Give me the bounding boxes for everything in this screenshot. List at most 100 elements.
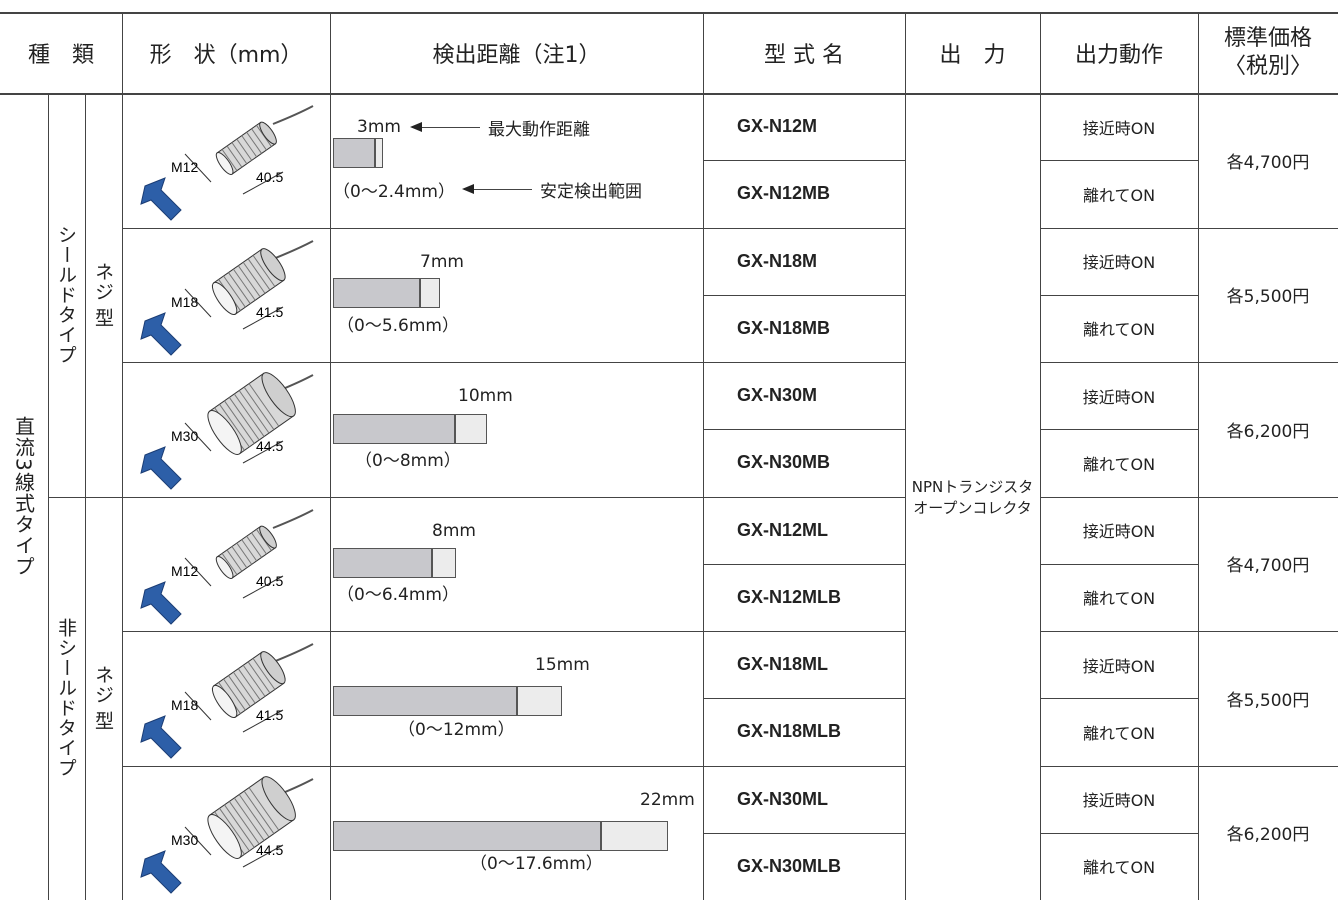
rule bbox=[122, 496, 905, 498]
mount-label: ネジ型 bbox=[85, 497, 122, 900]
model-name: GX-N18M bbox=[737, 250, 818, 271]
diameter-label: M18 bbox=[171, 697, 198, 713]
rule bbox=[1040, 294, 1198, 296]
stable-bar bbox=[333, 277, 420, 308]
stable-note: 安定検出範囲 bbox=[540, 181, 642, 202]
rule bbox=[1040, 832, 1198, 834]
operation: 接近時ON bbox=[1082, 387, 1156, 407]
rule bbox=[703, 160, 905, 162]
price: 各6,200円 bbox=[1226, 421, 1310, 442]
shield-label: 非シールドタイプ bbox=[55, 618, 77, 779]
rule bbox=[1040, 12, 1041, 93]
sensor-figure: M30 44.5 bbox=[140, 775, 314, 894]
diameter-label: M30 bbox=[171, 428, 198, 444]
header-output: 出 力 bbox=[939, 42, 1006, 68]
rule bbox=[1040, 631, 1338, 632]
rule bbox=[703, 698, 905, 700]
length-label: 44.5 bbox=[256, 842, 283, 858]
header-distance: 検出距離（注1） bbox=[432, 42, 601, 68]
rule bbox=[1198, 12, 1199, 93]
rule bbox=[0, 12, 1338, 14]
mount-text: 型 bbox=[92, 711, 114, 732]
max-bar bbox=[455, 414, 487, 444]
diameter-label: M12 bbox=[171, 159, 198, 175]
rule bbox=[1040, 362, 1338, 363]
length-label: 40.5 bbox=[256, 169, 283, 185]
output-line: NPNトランジスタ bbox=[911, 477, 1034, 496]
rule bbox=[703, 12, 704, 93]
stable-bar bbox=[333, 138, 375, 168]
stable-range: （0〜8mm） bbox=[355, 450, 461, 471]
header-price-line: 標準価格 bbox=[1223, 25, 1312, 51]
stable-bar bbox=[333, 820, 601, 851]
stable-range: （0〜12mm） bbox=[398, 719, 515, 740]
mount-text: ネジ bbox=[92, 665, 114, 706]
model-name: GX-N30M bbox=[737, 385, 818, 406]
rule bbox=[1040, 563, 1198, 565]
header-shape: 形 状（mm） bbox=[149, 42, 303, 68]
model-name: GX-N30MB bbox=[737, 452, 831, 473]
max-bar bbox=[420, 277, 440, 308]
model-name: GX-N30MLB bbox=[737, 855, 842, 876]
price: 各6,200円 bbox=[1226, 825, 1310, 846]
header-price: 標準価格 〈税別〉 bbox=[1198, 12, 1338, 93]
length-label: 40.5 bbox=[256, 573, 283, 589]
sensor-figure: M12 40.5 bbox=[140, 508, 314, 625]
stable-bar bbox=[333, 414, 455, 444]
operation: 接近時ON bbox=[1082, 522, 1156, 542]
max-distance: 10mm bbox=[458, 386, 513, 406]
rule bbox=[703, 429, 905, 431]
mount-text: 型 bbox=[92, 307, 114, 328]
output-line: オープンコレクタ bbox=[913, 498, 1032, 517]
header-type: 種 類 bbox=[27, 42, 94, 68]
operation: 離れてON bbox=[1082, 723, 1156, 743]
length-label: 41.5 bbox=[256, 707, 283, 723]
rule bbox=[412, 127, 480, 128]
rule bbox=[122, 631, 905, 632]
sensor-figure: M30 44.5 bbox=[140, 372, 314, 490]
rule bbox=[1040, 765, 1338, 767]
operation: 離れてON bbox=[1082, 858, 1156, 878]
model-name: GX-N12MLB bbox=[737, 586, 842, 607]
rule bbox=[330, 12, 331, 93]
max-distance: 3mm bbox=[357, 117, 401, 137]
model-name: GX-N18MB bbox=[737, 317, 831, 338]
max-distance: 8mm bbox=[432, 520, 476, 541]
max-bar bbox=[517, 686, 562, 716]
rule bbox=[1040, 698, 1198, 700]
stable-range: （0〜17.6mm） bbox=[470, 854, 603, 874]
max-bar bbox=[375, 138, 383, 168]
stable-range: （0〜5.6mm） bbox=[337, 316, 459, 336]
rule bbox=[1040, 429, 1198, 431]
diameter-label: M12 bbox=[171, 563, 198, 579]
max-bar bbox=[432, 547, 456, 578]
header-operation: 出力動作 bbox=[1074, 42, 1163, 68]
operation: 接近時ON bbox=[1082, 791, 1156, 811]
max-distance: 22mm bbox=[640, 789, 695, 810]
shield-label: シールドタイプ bbox=[55, 224, 77, 365]
rule bbox=[703, 563, 905, 565]
rule bbox=[464, 189, 532, 190]
operation: 接近時ON bbox=[1082, 118, 1156, 138]
model-name: GX-N12MB bbox=[737, 183, 831, 204]
diameter-label: M30 bbox=[171, 832, 198, 848]
operation: 離れてON bbox=[1082, 589, 1156, 609]
rule bbox=[905, 12, 906, 93]
rule bbox=[122, 227, 905, 229]
rule bbox=[703, 294, 905, 296]
stable-bar bbox=[333, 686, 517, 716]
rule bbox=[122, 765, 905, 767]
stable-range: （0〜6.4mm） bbox=[337, 585, 459, 605]
model-name: GX-N18MLB bbox=[737, 721, 842, 742]
length-label: 44.5 bbox=[256, 438, 283, 454]
rule bbox=[703, 832, 905, 834]
arrow-head bbox=[410, 122, 422, 132]
max-distance: 7mm bbox=[420, 251, 464, 272]
operation: 離れてON bbox=[1082, 320, 1156, 340]
model-name: GX-N12M bbox=[737, 116, 818, 137]
stable-range: （0〜2.4mm） bbox=[333, 181, 455, 202]
stable-bar bbox=[333, 547, 432, 578]
price: 各4,700円 bbox=[1226, 556, 1310, 577]
operation: 離れてON bbox=[1082, 185, 1156, 205]
